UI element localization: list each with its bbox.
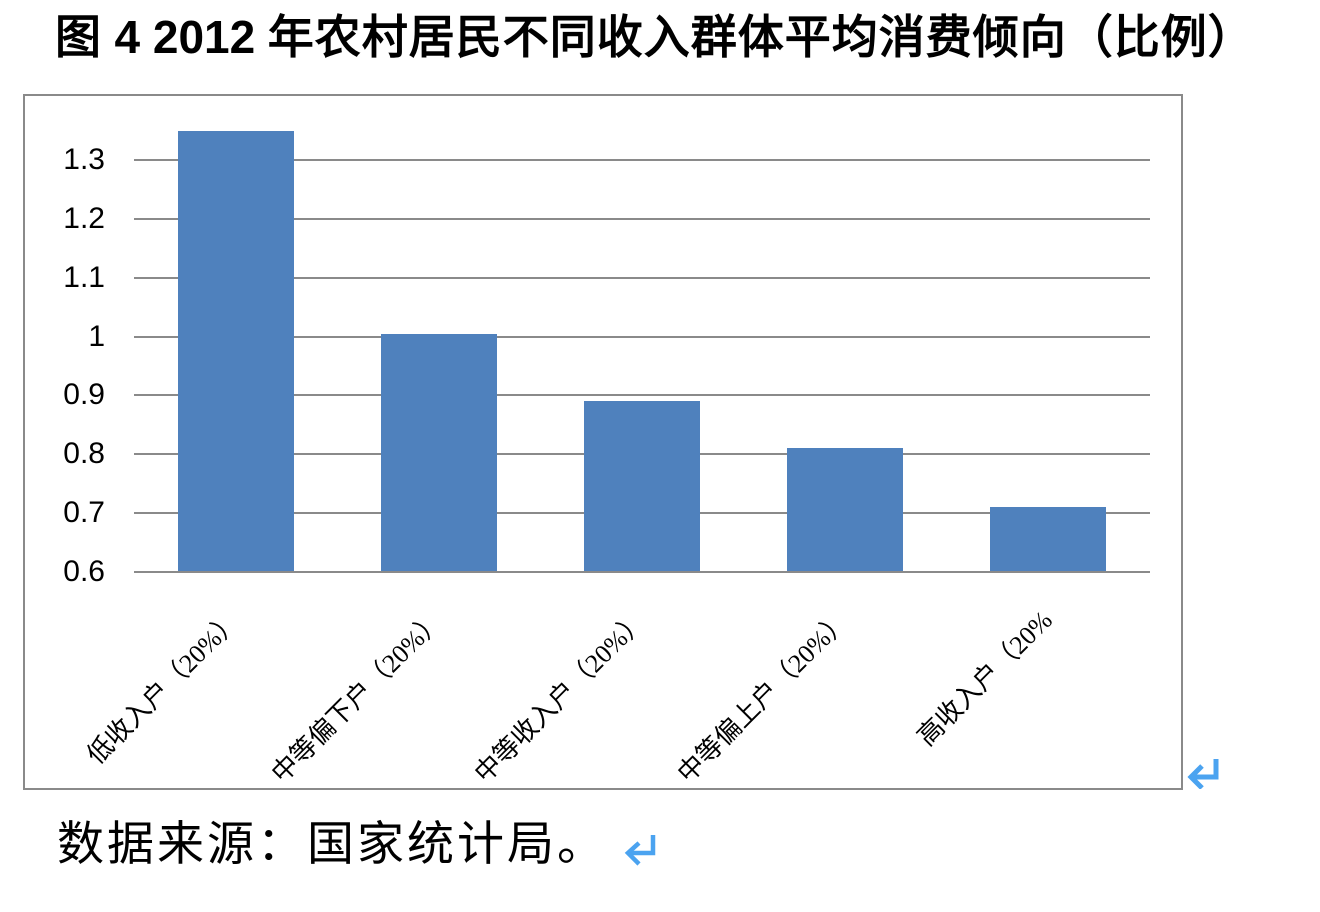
y-axis-tick-label: 0.8 — [63, 437, 105, 471]
chart-title-number: 4 2012 — [114, 11, 256, 63]
bar-4 — [787, 448, 904, 572]
gridline — [134, 276, 1150, 279]
chart-title-prefix: 图 — [55, 12, 115, 63]
y-axis-tick-label: 1.3 — [63, 142, 105, 176]
bar-3 — [584, 401, 700, 572]
source-caption: 数据来源：国家统计局。 — [57, 819, 607, 871]
bar-5 — [990, 507, 1107, 572]
x-axis-line — [134, 571, 1150, 573]
plot-area: 1.3 1.2 1.1 1 0.9 0.8 0.7 0.6 低收入户（20%） 中等偏下户（20%… — [25, 96, 1181, 788]
y-axis-tick-label: 1.2 — [63, 201, 105, 235]
return-arrow-icon — [624, 835, 656, 866]
y-axis-tick-label: 0.6 — [63, 555, 105, 588]
gridline — [134, 158, 1150, 161]
gridline — [134, 394, 1150, 397]
gridline — [134, 217, 1150, 220]
chart-area: 1.3 1.2 1.1 1 0.9 0.8 0.7 0.6 低收入户（20%） 中等偏下户（20%… — [23, 94, 1183, 790]
bar-1 — [177, 130, 294, 572]
y-axis-tick-label: 1 — [88, 319, 105, 353]
chart-title: 图 4 2012 年农村居民不同收入群体平均消费倾向（比例） — [55, 10, 1320, 65]
y-axis-tick-label: 0.7 — [63, 496, 105, 530]
bar-2 — [380, 333, 497, 572]
gridline — [134, 335, 1150, 338]
return-arrow-icon — [1187, 759, 1219, 789]
chart-title-suffix: 年农村居民不同收入群体平均消费倾向（比例） — [255, 12, 1255, 63]
y-axis-tick-label: 0.9 — [63, 378, 105, 412]
y-axis-tick-label: 1.1 — [63, 260, 105, 294]
